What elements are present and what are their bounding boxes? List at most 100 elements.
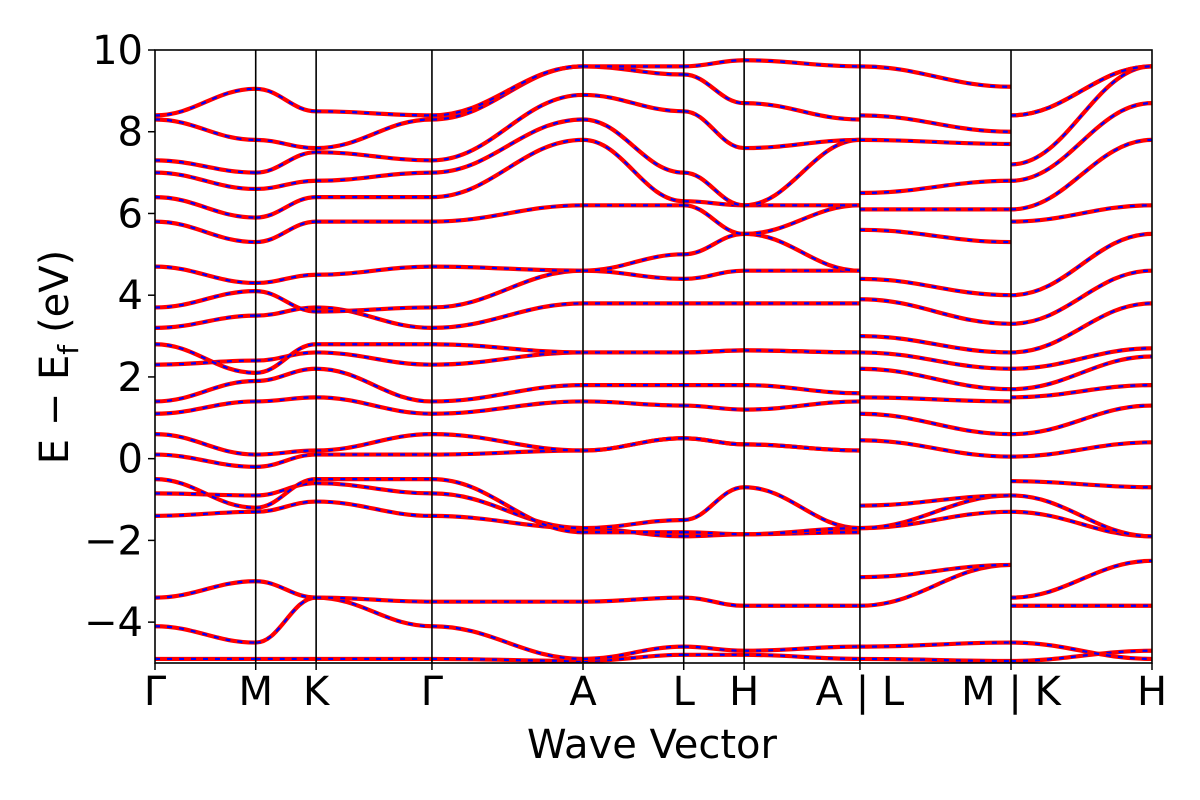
band-2-10-overlay xyxy=(316,351,432,366)
band-0-2-overlay xyxy=(155,580,256,599)
band-2-3-overlay xyxy=(316,500,432,517)
band-0-8-overlay xyxy=(155,400,256,415)
band-7-18-overlay xyxy=(859,138,1012,146)
band-6-17-overlay xyxy=(744,138,860,207)
band-6-4-overlay xyxy=(744,486,860,530)
y-tick-label-5: 6 xyxy=(118,191,143,237)
band-4-7-overlay xyxy=(583,437,684,452)
x-tick-label-2: K xyxy=(303,669,331,715)
x-tick-label-6: H xyxy=(729,669,759,715)
band-8-1-overlay xyxy=(1011,641,1152,661)
band-7-7-overlay xyxy=(859,439,1012,458)
band-1-5-overlay xyxy=(255,478,317,509)
x-tick-label-4: A xyxy=(569,669,597,715)
band-3-13 xyxy=(431,268,584,310)
band-1-12 xyxy=(255,305,317,318)
band-8-10-overlay xyxy=(1011,355,1152,391)
band-8-8-overlay xyxy=(1011,404,1152,436)
band-6-20-overlay xyxy=(744,59,860,68)
band-4-17-overlay xyxy=(583,118,684,174)
band-4-16-overlay xyxy=(582,138,684,203)
band-2-18-overlay xyxy=(316,151,432,162)
band-5-18-overlay xyxy=(683,110,745,150)
y-axis-title-unit: (eV) xyxy=(32,250,78,333)
band-3-6-overlay xyxy=(431,449,584,456)
band-0-14-overlay xyxy=(155,265,256,285)
band-0-19-overlay xyxy=(155,118,256,142)
band-1-15 xyxy=(255,219,317,245)
band-1-4 xyxy=(255,481,317,498)
band-2-19-overlay xyxy=(316,118,432,150)
band-2-17-overlay xyxy=(316,171,432,182)
band-1-19 xyxy=(255,137,317,151)
band-3-4-overlay xyxy=(431,492,584,530)
x-tick-label-5: L xyxy=(673,669,696,715)
band-7-15-overlay xyxy=(859,228,1012,244)
band-6-5-overlay xyxy=(744,527,860,536)
band-8-6-overlay xyxy=(1011,480,1152,489)
band-7-1-overlay xyxy=(859,641,1012,648)
y-axis-title-subscript: f xyxy=(52,344,85,355)
band-7-3-overlay xyxy=(859,563,1012,579)
band-0-12-overlay xyxy=(155,314,256,329)
y-tick-label-3: 2 xyxy=(118,355,143,401)
x-axis-title: Wave Vector xyxy=(527,722,778,768)
band-3-1-overlay xyxy=(431,625,584,661)
band-8-0-overlay xyxy=(1011,649,1152,663)
band-lines xyxy=(155,58,1152,663)
x-tick-label-1: M xyxy=(238,669,273,715)
band-2-10 xyxy=(316,350,432,367)
band-7-4-overlay xyxy=(859,510,1012,530)
band-3-20 xyxy=(431,64,584,118)
band-5-1 xyxy=(683,644,745,653)
band-6-11-overlay xyxy=(744,349,860,354)
band-6-17 xyxy=(744,137,861,208)
band-7-13-overlay xyxy=(859,298,1012,325)
band-2-8-overlay xyxy=(316,396,432,415)
band-0-7-overlay xyxy=(155,433,256,456)
x-tick-label-7: A | L xyxy=(816,669,905,715)
band-1-11-overlay xyxy=(255,343,317,374)
band-5-19 xyxy=(683,72,745,106)
y-axis-title-main: E − E xyxy=(32,355,78,465)
y-axis: −4 −2 0 2 4 6 8 10 xyxy=(84,28,155,646)
band-1-13 xyxy=(255,289,317,314)
band-3-0-overlay xyxy=(431,657,584,663)
band-2-4-overlay xyxy=(316,482,432,495)
band-3-1 xyxy=(431,624,584,662)
band-0-10-overlay xyxy=(155,359,256,366)
band-8-7 xyxy=(1011,440,1152,459)
band-6-19-overlay xyxy=(744,102,860,121)
band-7-12-overlay xyxy=(859,334,1012,354)
band-1-6 xyxy=(255,452,317,469)
band-5-5 xyxy=(683,530,745,537)
band-1-7 xyxy=(255,448,317,457)
band-7-6-overlay xyxy=(859,494,1012,507)
band-2-2-overlay xyxy=(316,596,432,603)
band-6-19 xyxy=(744,101,860,122)
band-1-16 xyxy=(255,195,317,220)
band-4-8-overlay xyxy=(583,400,684,407)
band-4-0-overlay xyxy=(583,653,684,663)
y-tick-label-2: 0 xyxy=(118,437,143,483)
x-tick-label-3: Γ xyxy=(421,669,444,715)
band-2-3 xyxy=(316,499,432,518)
band-2-20-overlay xyxy=(316,110,432,117)
x-tick-label-9: H xyxy=(1137,669,1167,715)
x-tick-label-8: M | K xyxy=(961,669,1062,715)
band-6-15-overlay xyxy=(744,204,860,235)
y-axis-title: E − Ef (eV) xyxy=(32,250,85,465)
band-1-9 xyxy=(255,366,317,384)
kpoint-lines xyxy=(254,50,1012,663)
band-4-1-overlay xyxy=(583,645,684,661)
band-2-7 xyxy=(316,432,432,453)
band-4-2-overlay xyxy=(583,596,684,603)
band-1-3 xyxy=(255,499,317,514)
band-3-8-overlay xyxy=(431,400,584,415)
band-0-15-overlay xyxy=(155,220,256,244)
band-7-14-overlay xyxy=(859,277,1012,297)
band-7-19-overlay xyxy=(859,114,1012,133)
band-8-16 xyxy=(1010,137,1152,212)
band-2-7-overlay xyxy=(316,433,432,452)
